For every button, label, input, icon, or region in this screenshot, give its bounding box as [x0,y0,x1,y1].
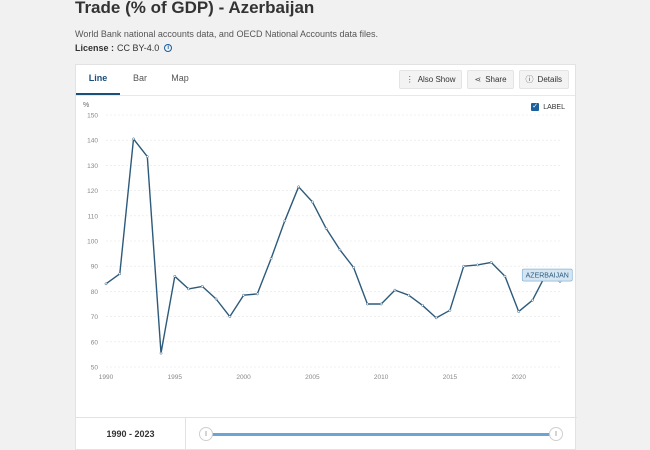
y-tick-label: 120 [87,188,98,195]
series-label: AZERBAIJAN [526,273,569,280]
y-tick-label: 60 [91,339,99,346]
license-label: License : [75,43,115,53]
page-title: Trade (% of GDP) - Azerbaijan [75,0,315,17]
data-point [118,272,122,276]
share-label: Share [485,75,507,84]
series-label-box [521,268,573,282]
data-point [104,282,108,286]
chart-tabs: Line Bar Map [76,65,200,95]
data-point [448,308,452,312]
data-point [476,263,479,267]
y-tick-label: 90 [91,264,99,271]
data-point [393,288,397,292]
x-tick-label: 1995 [168,374,183,381]
data-point [145,155,149,158]
x-tick-label: 2020 [511,374,526,381]
tab-line[interactable]: Line [76,65,120,95]
details-label: Details [537,75,562,84]
range-slider-track[interactable] [208,433,558,436]
data-point [503,274,507,278]
data-point [462,264,466,268]
data-point [489,261,493,264]
details-button[interactable]: ⓘ Details [518,70,569,89]
data-point [159,351,163,355]
data-point [255,292,259,296]
range-slider-start-handle[interactable]: || [199,427,213,441]
share-button[interactable]: ⋖ Share [467,70,514,89]
data-point [269,257,273,260]
data-point [407,293,411,297]
y-tick-label: 100 [87,239,98,246]
data-point [517,310,521,313]
data-point [366,302,369,306]
checkbox-checked-icon[interactable]: ✓ [531,103,540,111]
license-value: CC BY-4.0 [117,43,160,53]
data-point [531,298,534,302]
data-point [214,297,218,301]
data-point [228,315,232,318]
y-tick-label: 80 [91,289,99,296]
data-point [379,302,383,306]
y-tick-label: 50 [91,365,99,372]
data-point [242,293,245,297]
info-icon[interactable]: i [164,44,173,52]
series-line [105,138,561,354]
y-tick-label: 150 [87,113,98,120]
license-row: License : CC BY-4.0 i [75,43,173,53]
x-tick-label: 2000 [236,374,251,381]
label-toggle[interactable]: ✓ LABEL [531,103,565,111]
x-tick-label: 2005 [305,374,320,381]
data-point [421,303,424,307]
range-footer: 1990 - 2023 || || [76,417,577,450]
data-point [283,219,287,223]
data-point [434,316,438,320]
tabs-divider [76,95,575,96]
chart-card: Line Bar Map ⋮ Also Show ⋖ Share ⓘ Detai… [75,64,577,450]
x-tick-label: 1990 [99,374,114,381]
data-point [173,274,177,278]
share-icon: ⋖ [474,75,482,84]
y-tick-label: 130 [87,163,98,170]
y-axis-unit-label: % [83,102,89,109]
tab-bar[interactable]: Bar [132,73,147,83]
data-point [324,227,328,230]
data-point [132,137,135,141]
source-note: World Bank national accounts data, and O… [75,29,379,39]
data-point [352,266,355,269]
more-vertical-icon: ⋮ [405,75,414,84]
data-point [297,185,300,189]
data-point [311,200,314,204]
data-point [200,285,204,288]
info-circle-icon: ⓘ [525,75,534,84]
label-toggle-text: LABEL [543,103,565,111]
y-tick-label: 70 [91,314,99,321]
line-chart: % 50 60 70 80 90 100 110 120 130 140 150 1990 1995 200… [83,102,573,381]
year-range-label: 1990 - 2023 [76,418,186,450]
tab-map[interactable]: Map [171,73,189,83]
data-point [187,287,190,291]
also-show-label: Also Show [417,75,456,84]
also-show-button[interactable]: ⋮ Also Show [398,70,463,89]
x-tick-label: 2015 [443,374,458,381]
range-slider-end-handle[interactable]: || [549,427,563,441]
x-tick-label: 2010 [374,374,389,381]
y-tick-label: 110 [88,213,99,220]
chart-toolbar: ⋮ Also Show ⋖ Share ⓘ Details [398,70,569,89]
y-tick-label: 140 [87,138,98,145]
data-point [338,248,342,252]
